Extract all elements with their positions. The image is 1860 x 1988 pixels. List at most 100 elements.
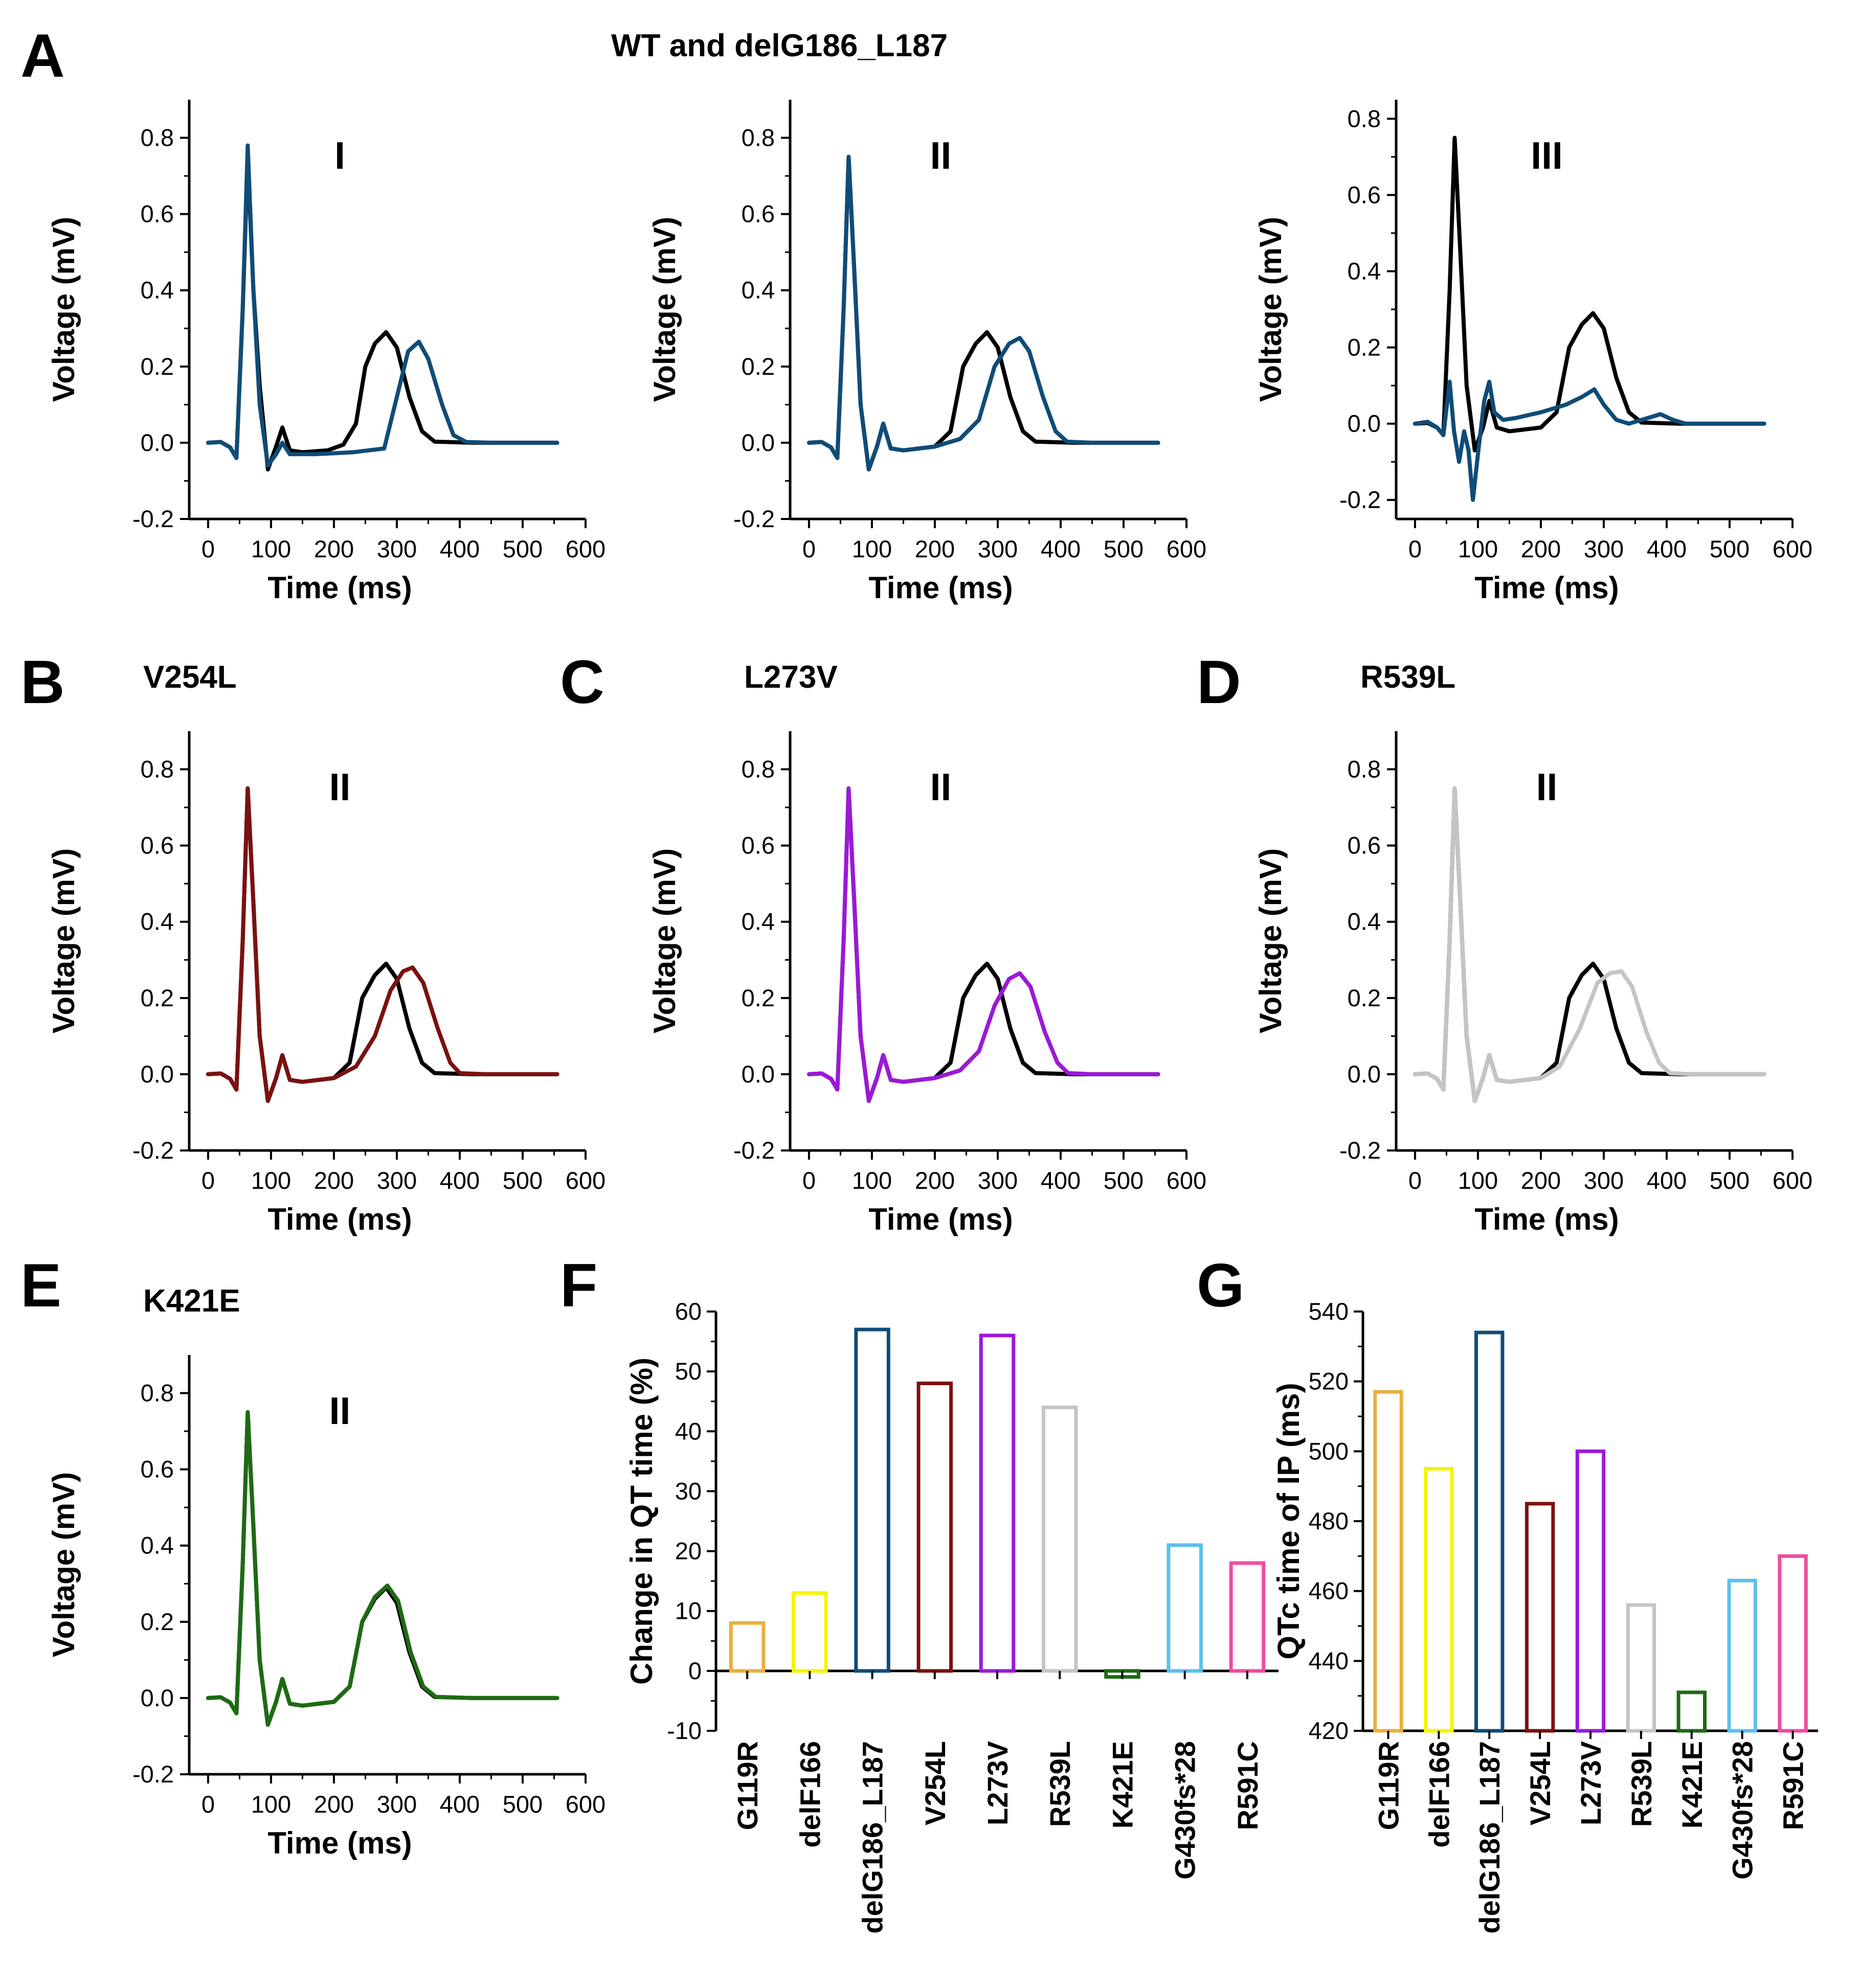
- y-tick-label: 0.4: [141, 1532, 174, 1559]
- bar-delg186-l187: [854, 1327, 890, 1673]
- y-tick-label: 0.0: [742, 429, 775, 456]
- y-tick-label: 0.6: [1348, 181, 1381, 208]
- x-tick-label: 600: [566, 1791, 606, 1818]
- series-line-k421e: [206, 1410, 559, 1727]
- y-tick-label: 0.2: [742, 353, 775, 380]
- x-tick-label: 300: [377, 1791, 417, 1818]
- x-tick-label: 500: [503, 1167, 543, 1194]
- y-tick-label: 10: [675, 1597, 702, 1624]
- chart-a-iii-2: -0.2 0.0 0.2 0.4 0.6 0.8 0 100 200 300 400 500 600 Ti…: [1253, 100, 1812, 605]
- x-axis-label: Time (ms): [1474, 571, 1619, 605]
- x-tick-label: 0: [1408, 535, 1422, 562]
- category-label: V254L: [919, 1741, 951, 1825]
- chart-a-i-0: -0.2 0.0 0.2 0.4 0.6 0.8 0 100 200 300 400 500 600 Ti…: [47, 100, 606, 605]
- category-label: delF166: [794, 1741, 826, 1848]
- category-label: L273V: [1575, 1741, 1607, 1825]
- x-tick-label: 0: [802, 535, 816, 562]
- bar-r591c: [1778, 1554, 1808, 1733]
- y-tick-label: 0.6: [742, 200, 775, 228]
- panel-e-title: K421E: [143, 1283, 240, 1319]
- x-tick-label: 400: [1041, 535, 1081, 562]
- y-tick-label: 0.2: [141, 984, 174, 1011]
- y-tick-label: 0.8: [1348, 756, 1381, 783]
- category-label: G430fs*28: [1727, 1741, 1759, 1880]
- y-axis-label: Voltage (mV): [47, 1472, 81, 1657]
- x-tick-label: 600: [566, 535, 606, 562]
- y-tick-label: 50: [675, 1358, 702, 1385]
- lead-label: II: [329, 1389, 351, 1432]
- chart-g: 420 440 460 480 500 520 540 QTc time of IP (ms)…: [1271, 1298, 1818, 1934]
- x-tick-label: 100: [251, 1167, 291, 1194]
- x-tick-label: 200: [1521, 535, 1561, 562]
- panel-b-title: V254L: [143, 660, 237, 695]
- bar-delf166: [1424, 1467, 1454, 1733]
- y-tick-label: 0.0: [742, 1060, 775, 1088]
- panel-letter-c: C: [560, 648, 604, 716]
- lead-label: I: [334, 134, 345, 177]
- bar-v254l: [916, 1382, 953, 1673]
- y-tick-label: 0.6: [1348, 832, 1381, 859]
- series-line-delg186-l187: [206, 143, 559, 468]
- chart-f: -10 0 10 20 30 40 50 60 Change in QT time (%) G11…: [624, 1298, 1279, 1934]
- y-tick-label: 420: [1309, 1717, 1349, 1744]
- chart-c-ii-4: -0.2 0.0 0.2 0.4 0.6 0.8 0 100 200 300 400 500 600 Ti…: [647, 731, 1206, 1236]
- bar-r539l: [1041, 1405, 1078, 1673]
- category-label: R591C: [1231, 1741, 1264, 1830]
- category-label: delF166: [1423, 1741, 1455, 1848]
- series-line-wt: [1413, 135, 1766, 453]
- y-tick-label: -0.2: [1339, 1137, 1381, 1164]
- y-tick-label: 0.4: [1348, 908, 1381, 935]
- y-tick-label: 480: [1309, 1507, 1349, 1534]
- series-line-v254l: [206, 786, 559, 1103]
- x-tick-label: 600: [566, 1167, 606, 1194]
- chart-e-ii-6: -0.2 0.0 0.2 0.4 0.6 0.8 0 100 200 300 400 500 600 Ti…: [47, 1355, 606, 1860]
- bar-g119r: [1373, 1390, 1403, 1733]
- x-tick-label: 100: [251, 1791, 291, 1818]
- chart-b-ii-3: -0.2 0.0 0.2 0.4 0.6 0.8 0 100 200 300 400 500 600 Ti…: [47, 731, 606, 1236]
- x-tick-label: 0: [201, 1167, 215, 1194]
- y-tick-label: 0.0: [141, 1684, 174, 1711]
- x-tick-label: 600: [1773, 535, 1812, 562]
- x-tick-label: 300: [978, 1167, 1018, 1194]
- y-tick-label: 460: [1309, 1577, 1349, 1605]
- x-tick-label: 0: [1408, 1167, 1422, 1194]
- category-label: G430fs*28: [1169, 1741, 1201, 1880]
- charts-layer: -0.20.00.20.40.60.80 100 200 300 400 500 600Ti…: [47, 100, 1818, 1934]
- bar-r539l: [1626, 1603, 1656, 1733]
- y-tick-label: -0.2: [733, 505, 775, 532]
- bar-l273v: [1575, 1449, 1606, 1733]
- x-tick-label: 400: [1647, 535, 1687, 562]
- y-tick-label: 0.4: [141, 277, 174, 304]
- x-tick-label: 600: [1167, 535, 1206, 562]
- category-label: R539L: [1044, 1741, 1076, 1827]
- bar-v254l: [1525, 1502, 1555, 1733]
- panel-c-title: L273V: [744, 660, 838, 695]
- panel-letter-g: G: [1197, 1251, 1244, 1320]
- y-axis-label: Change in QT time (%): [624, 1358, 659, 1685]
- x-tick-label: 500: [503, 1791, 543, 1818]
- x-tick-label: 500: [1710, 1167, 1750, 1194]
- category-label: R539L: [1625, 1741, 1657, 1827]
- category-label: L273V: [981, 1741, 1014, 1825]
- x-tick-label: 400: [440, 1791, 480, 1818]
- lead-label: II: [329, 765, 351, 808]
- x-tick-label: 100: [1458, 1167, 1498, 1194]
- x-tick-label: 0: [201, 535, 215, 562]
- y-tick-label: 0.8: [742, 756, 775, 783]
- x-tick-label: 100: [852, 1167, 892, 1194]
- bar-g119r: [729, 1621, 766, 1673]
- panel-letter-f: F: [560, 1251, 597, 1320]
- bar-l273v: [979, 1334, 1016, 1673]
- x-tick-label: 400: [440, 535, 480, 562]
- y-tick-label: 0.8: [1348, 105, 1381, 132]
- x-tick-label: 300: [978, 535, 1018, 562]
- x-tick-label: 300: [1584, 535, 1624, 562]
- x-tick-label: 0: [201, 1791, 215, 1818]
- y-tick-label: -0.2: [1339, 486, 1381, 513]
- x-tick-label: 200: [314, 1791, 354, 1818]
- lead-label: II: [1536, 765, 1558, 808]
- x-axis-label: Time (ms): [1474, 1202, 1619, 1236]
- series-line-delg186-l187: [1413, 379, 1766, 502]
- y-tick-label: 40: [675, 1417, 702, 1444]
